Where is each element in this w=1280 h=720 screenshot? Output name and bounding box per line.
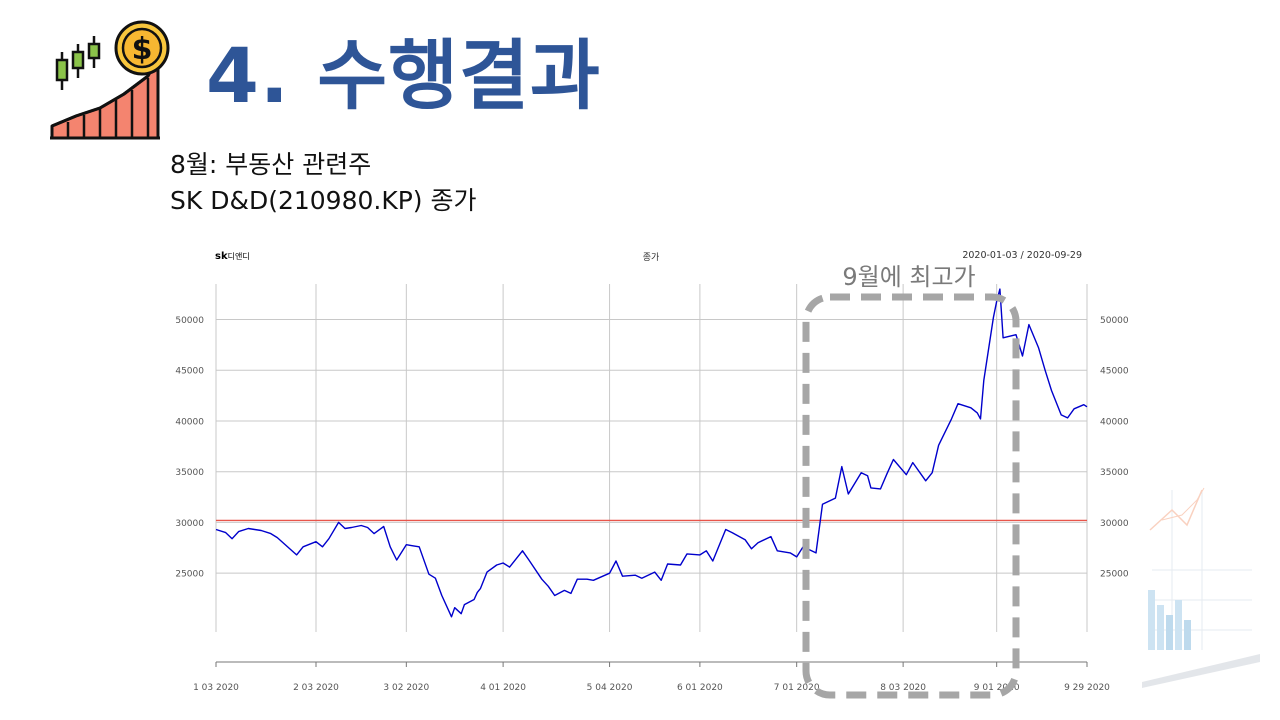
chart-header-center: 종가	[643, 252, 660, 263]
x-label-8: 9 01 2020	[974, 683, 1020, 693]
x-label-4: 5 04 2020	[587, 683, 633, 693]
y-label-right-35000: 35000	[1100, 468, 1129, 478]
subtitle-line-2: SK D&D(210980.KP) 종가	[170, 186, 477, 215]
annotation-text: 9월에 최고가	[842, 263, 975, 291]
stock-growth-dollar-icon: $	[50, 20, 170, 140]
x-label-0: 1 03 2020	[193, 683, 239, 693]
y-label-left-25000: 25000	[175, 570, 204, 580]
x-label-7: 8 03 2020	[880, 683, 926, 693]
y-label-right-50000: 50000	[1100, 316, 1129, 326]
annotation-dashed-box	[802, 293, 1020, 699]
x-label-9: 9 29 2020	[1064, 683, 1110, 693]
y-label-left-35000: 35000	[175, 468, 204, 478]
x-label-6: 7 01 2020	[774, 683, 820, 693]
y-label-right-30000: 30000	[1100, 519, 1129, 529]
y-label-left-30000: 30000	[175, 519, 204, 529]
y-label-left-45000: 45000	[175, 367, 204, 377]
y-label-right-25000: 25000	[1100, 570, 1129, 580]
y-axis-left-labels: 25000 30000 35000 40000 45000 50000	[175, 316, 204, 580]
x-label-2: 3 02 2020	[383, 683, 429, 693]
chart-header-company: 디앤디	[228, 251, 250, 261]
chart-growth-decoration-icon	[1142, 487, 1260, 688]
x-label-1: 2 03 2020	[293, 683, 339, 693]
grid-lines	[215, 284, 1088, 632]
y-label-right-40000: 40000	[1100, 417, 1129, 427]
y-label-right-45000: 45000	[1100, 367, 1129, 377]
chart-header-brand: sk	[215, 251, 228, 262]
closing-price-line	[215, 288, 1088, 618]
slide-title: 4. 수행결과	[206, 31, 601, 120]
subtitle-line-1: 8월: 부동산 관련주	[170, 150, 372, 179]
x-label-5: 6 01 2020	[677, 683, 723, 693]
x-axis-labels: 1 03 2020 2 03 2020 3 02 2020 4 01 2020 5 04…	[193, 683, 1110, 693]
chart-header-date-range: 2020-01-03 / 2020-09-29	[962, 250, 1082, 261]
chart-header-left: sk디앤디	[215, 251, 250, 262]
x-label-3: 4 01 2020	[480, 683, 526, 693]
y-label-left-40000: 40000	[175, 417, 204, 427]
svg-text:$: $	[132, 32, 153, 67]
y-axis-right-labels: 25000 30000 35000 40000 45000 50000	[1100, 316, 1129, 580]
y-label-left-50000: 50000	[175, 316, 204, 326]
x-axis-ticks	[215, 661, 1088, 667]
